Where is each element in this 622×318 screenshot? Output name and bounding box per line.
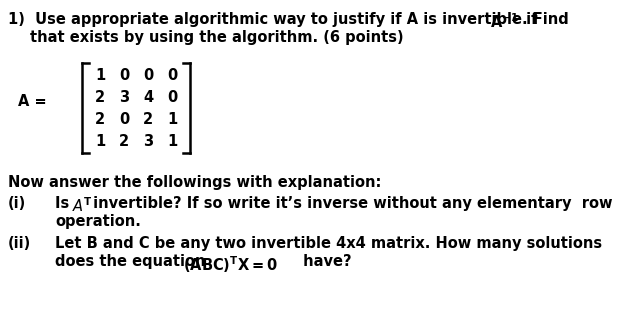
Text: 4: 4: [143, 89, 153, 105]
Text: 1: 1: [95, 67, 105, 82]
Text: 0: 0: [143, 67, 153, 82]
Text: $\mathbf{A^{-1}}$: $\mathbf{A^{-1}}$: [490, 12, 519, 31]
Text: Let B and C be any two invertible 4x4 matrix. How many solutions: Let B and C be any two invertible 4x4 ma…: [55, 236, 602, 251]
Text: $\mathbf{\mathit{A}^{T}}$: $\mathbf{\mathit{A}^{T}}$: [72, 196, 93, 215]
Text: 1: 1: [167, 134, 177, 149]
Text: A =: A =: [18, 94, 52, 109]
Text: have?: have?: [298, 254, 351, 269]
Text: does the equation: does the equation: [55, 254, 211, 269]
Text: 2: 2: [95, 89, 105, 105]
Text: operation.: operation.: [55, 214, 141, 229]
Text: 2: 2: [95, 112, 105, 127]
Text: 0: 0: [167, 89, 177, 105]
Text: invertible? If so write it’s inverse without any elementary  row: invertible? If so write it’s inverse wit…: [88, 196, 613, 211]
Text: 2: 2: [143, 112, 153, 127]
Text: (ii): (ii): [8, 236, 31, 251]
Text: 3: 3: [119, 89, 129, 105]
Text: Is: Is: [55, 196, 75, 211]
Text: 0: 0: [119, 112, 129, 127]
Text: if: if: [521, 12, 537, 27]
Text: 3: 3: [143, 134, 153, 149]
Text: (i): (i): [8, 196, 26, 211]
Text: 1: 1: [167, 112, 177, 127]
Text: 0: 0: [119, 67, 129, 82]
Text: $\mathbf{(ABC)^{T}X = 0}$: $\mathbf{(ABC)^{T}X = 0}$: [183, 254, 278, 275]
Text: that exists by using the algorithm. (6 points): that exists by using the algorithm. (6 p…: [30, 30, 404, 45]
Text: Now answer the followings with explanation:: Now answer the followings with explanati…: [8, 175, 381, 190]
Text: 1: 1: [95, 134, 105, 149]
Text: 2: 2: [119, 134, 129, 149]
Text: 1)  Use appropriate algorithmic way to justify if A is invertible. Find: 1) Use appropriate algorithmic way to ju…: [8, 12, 574, 27]
Text: 0: 0: [167, 67, 177, 82]
